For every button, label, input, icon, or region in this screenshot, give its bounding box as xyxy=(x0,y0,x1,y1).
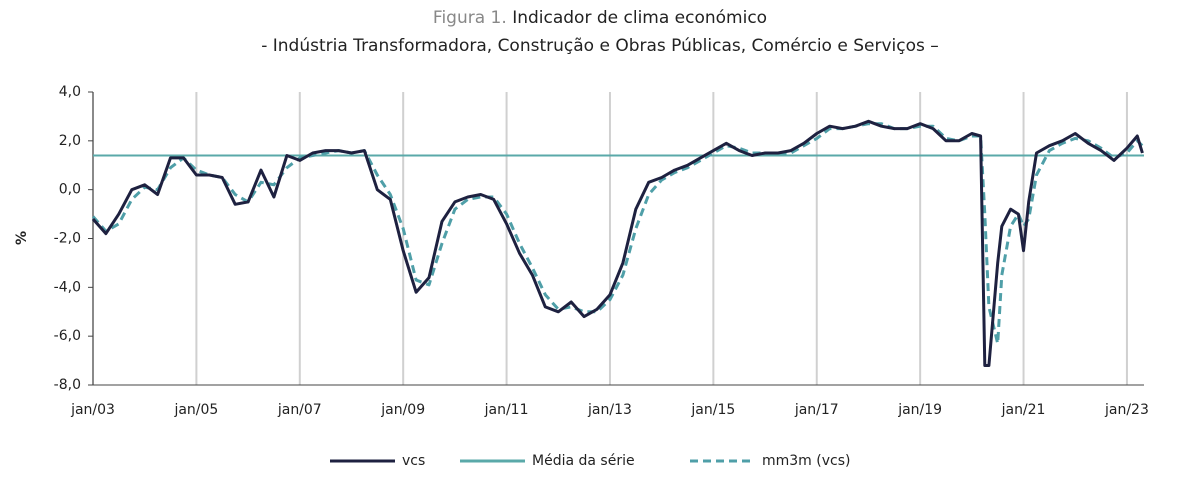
x-tick-label: jan/23 xyxy=(1104,402,1149,418)
x-tick-label: jan/15 xyxy=(690,402,735,418)
x-tick-label: jan/09 xyxy=(380,402,425,418)
x-tick-label: jan/11 xyxy=(484,402,529,418)
x-tick-label: jan/17 xyxy=(794,402,839,418)
y-tick-label: -8,0 xyxy=(54,377,81,393)
x-tick-label: jan/05 xyxy=(173,402,218,418)
series-line xyxy=(91,119,1144,367)
chart-subtitle: - Indústria Transformadora, Construção e… xyxy=(261,36,939,56)
y-tick-label: 4,0 xyxy=(59,84,81,100)
title-text: Indicador de clima económico xyxy=(512,8,767,28)
x-tick-label: jan/21 xyxy=(1001,402,1046,418)
y-tick-label: -4,0 xyxy=(54,279,81,295)
y-tick-label: 0,0 xyxy=(59,182,81,198)
y-tick-label: -6,0 xyxy=(54,328,81,344)
legend-label: Média da série xyxy=(532,453,635,469)
title-prefix: Figura 1. xyxy=(433,8,507,28)
y-tick-label: -2,0 xyxy=(54,231,81,247)
x-tick-label: jan/19 xyxy=(897,402,942,418)
x-tick-label: jan/13 xyxy=(587,402,632,418)
x-tick-label: jan/03 xyxy=(70,402,115,418)
legend-label: mm3m (vcs) xyxy=(762,453,850,469)
y-axis-label: % xyxy=(14,231,30,245)
legend-label: vcs xyxy=(402,453,425,469)
x-tick-label: jan/07 xyxy=(277,402,322,418)
y-tick-label: 2,0 xyxy=(59,133,81,149)
chart-title: Figura 1. Indicador de clima económico xyxy=(433,8,767,28)
